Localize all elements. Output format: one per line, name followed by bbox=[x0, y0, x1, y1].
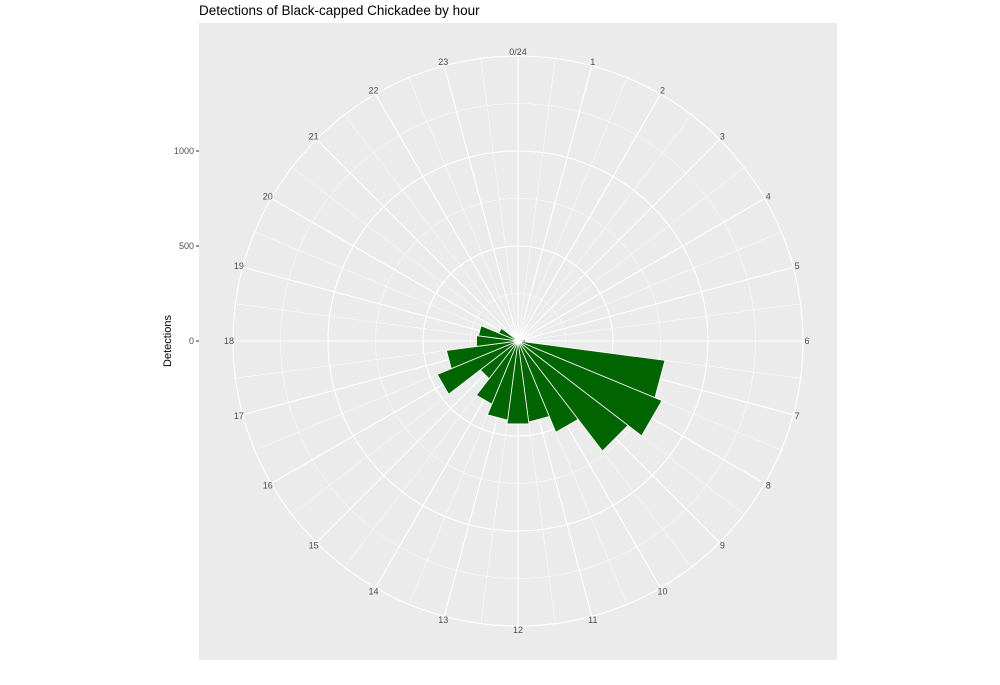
y-tick-label: 1000 bbox=[174, 146, 194, 156]
hour-tick-label: 18 bbox=[224, 336, 234, 346]
hour-tick-label: 4 bbox=[766, 192, 771, 202]
hour-tick-label: 7 bbox=[795, 411, 800, 421]
hour-tick-label: 15 bbox=[309, 540, 319, 550]
minor-grid-spoke bbox=[517, 230, 784, 342]
major-grid-spoke bbox=[517, 137, 722, 342]
y-tick-label: 0 bbox=[189, 336, 194, 346]
bar-hour-20 bbox=[498, 327, 519, 342]
bars-layer bbox=[436, 325, 666, 452]
hour-tick-label: 9 bbox=[720, 540, 725, 550]
major-grid-spoke bbox=[269, 197, 519, 342]
hour-tick-label: 1 bbox=[590, 57, 595, 67]
major-grid-spoke bbox=[314, 137, 519, 342]
hour-tick-label: 6 bbox=[804, 336, 809, 346]
major-grid-spoke bbox=[517, 266, 796, 342]
y-axis: 0 500 1000 bbox=[174, 146, 199, 346]
hour-tick-label: 0/24 bbox=[509, 47, 527, 57]
hour-tick-label: 21 bbox=[309, 132, 319, 142]
hour-tick-label: 13 bbox=[438, 615, 448, 625]
hour-tick-label: 20 bbox=[263, 192, 273, 202]
minor-grid-spoke bbox=[290, 166, 519, 342]
hour-tick-label: 16 bbox=[263, 481, 273, 491]
minor-grid-spoke bbox=[517, 166, 746, 342]
hour-tick-label: 22 bbox=[368, 86, 378, 96]
chart-title: Detections of Black-capped Chickadee by … bbox=[199, 3, 480, 18]
minor-grid-spoke bbox=[343, 113, 519, 342]
major-grid-spoke bbox=[517, 63, 593, 342]
hour-tick-label: 10 bbox=[657, 586, 667, 596]
hour-tick-label: 5 bbox=[795, 261, 800, 271]
minor-grid-spoke bbox=[517, 303, 803, 342]
minor-grid-spoke bbox=[233, 303, 519, 342]
hour-tick-label: 23 bbox=[438, 57, 448, 67]
major-grid-spoke bbox=[374, 92, 519, 342]
minor-grid-spoke bbox=[252, 230, 519, 342]
hour-tick-label: 17 bbox=[234, 411, 244, 421]
minor-grid-spoke bbox=[517, 75, 629, 342]
major-grid-spoke bbox=[517, 197, 767, 342]
hour-tick-label: 2 bbox=[660, 86, 665, 96]
hour-tick-label: 14 bbox=[368, 586, 378, 596]
grid-layer bbox=[231, 54, 805, 628]
major-grid-spoke bbox=[314, 340, 519, 545]
y-axis-label: Detections bbox=[162, 315, 174, 367]
x-tick-labels: 0/24123456789101112131415161718192021222… bbox=[224, 47, 810, 635]
minor-grid-spoke bbox=[407, 75, 519, 342]
major-grid-spoke bbox=[240, 266, 519, 342]
hour-tick-label: 19 bbox=[234, 261, 244, 271]
minor-grid-spoke bbox=[517, 113, 693, 342]
hour-tick-label: 8 bbox=[766, 481, 771, 491]
hour-tick-label: 3 bbox=[720, 132, 725, 142]
minor-grid-spoke bbox=[517, 56, 556, 342]
y-tick-label: 500 bbox=[179, 241, 194, 251]
hour-tick-label: 11 bbox=[588, 615, 597, 625]
minor-grid-spoke bbox=[480, 56, 519, 342]
major-grid-spoke bbox=[443, 63, 519, 342]
hour-tick-label: 12 bbox=[513, 625, 523, 635]
major-grid-spoke bbox=[517, 92, 662, 342]
